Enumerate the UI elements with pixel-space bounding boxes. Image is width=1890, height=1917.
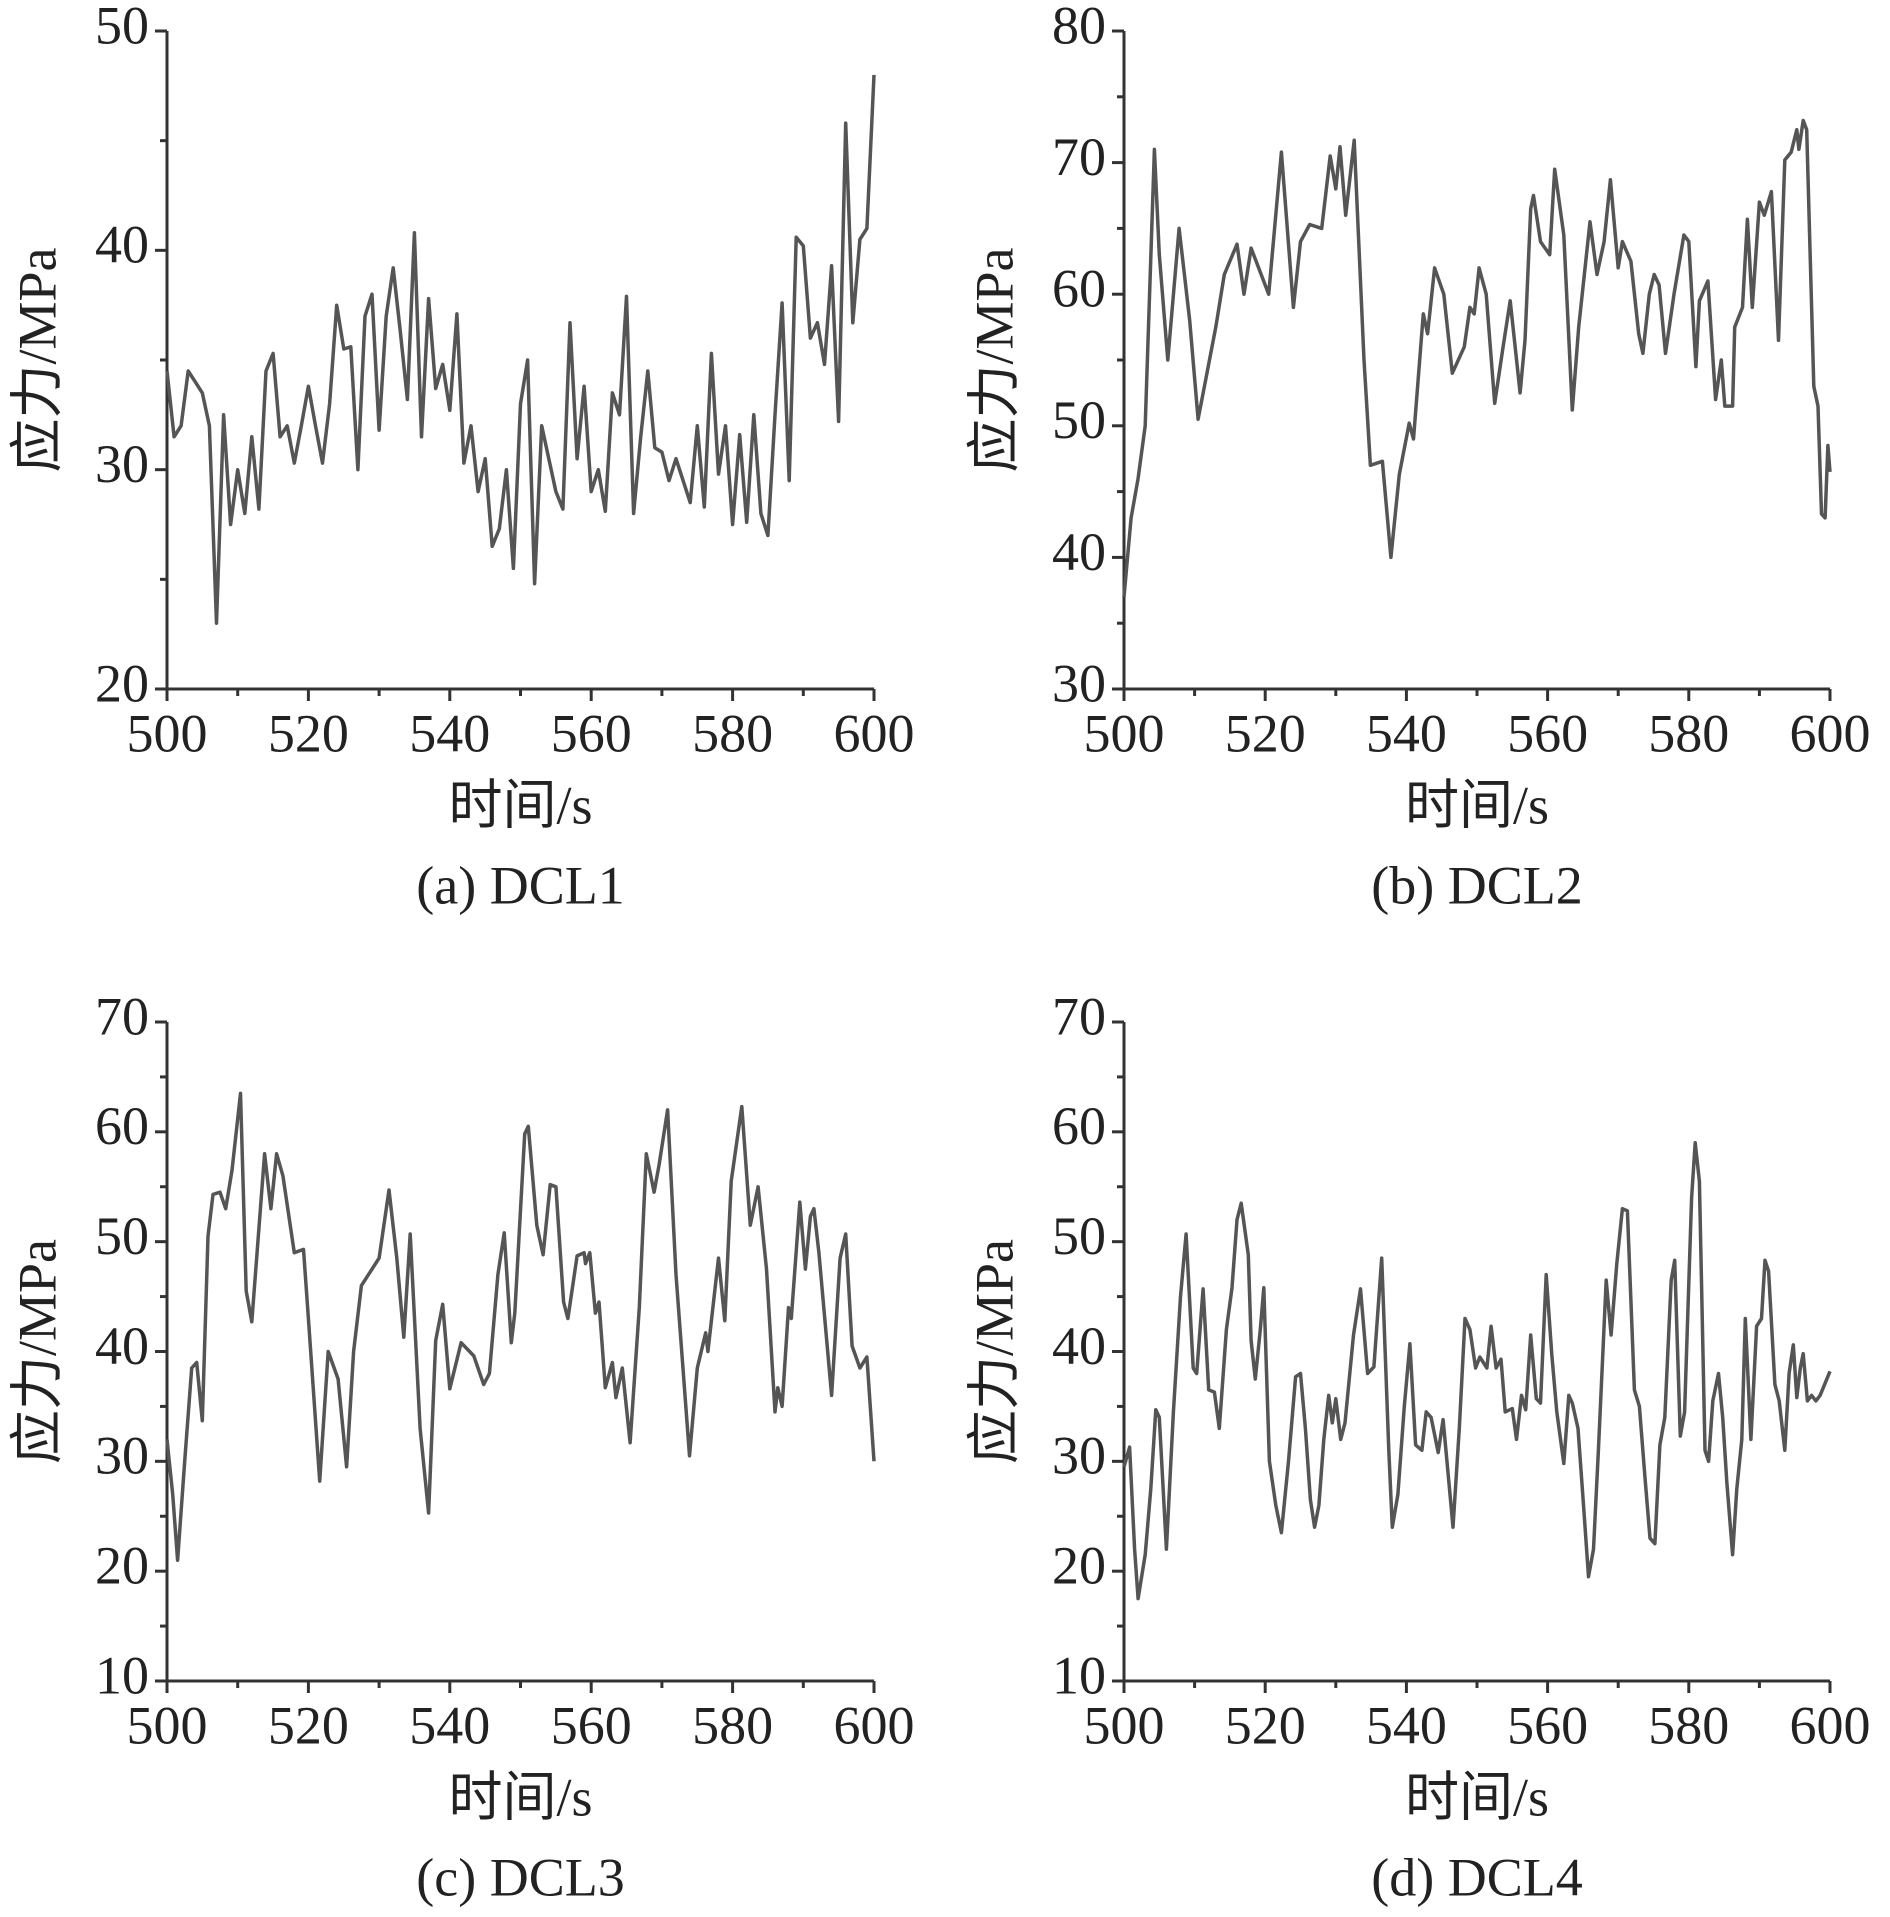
data-line: [1122, 118, 1832, 598]
x-tick-label: 600: [834, 1695, 915, 1755]
x-tick-label: 500: [1084, 703, 1165, 763]
y-tick-label: 30: [1052, 653, 1106, 713]
y-tick-label: 50: [95, 0, 149, 55]
y-tick-label: 40: [1052, 522, 1106, 582]
x-tick-label: 520: [268, 1695, 349, 1755]
data-line: [1122, 1141, 1832, 1601]
y-tick-label: 20: [95, 653, 149, 713]
data-line: [165, 74, 876, 625]
y-axis-title: 应力/MPa: [964, 247, 1024, 472]
x-tick-label: 580: [1648, 1695, 1729, 1755]
chart-caption: (b) DCL2: [1371, 855, 1582, 915]
data-line: [165, 1091, 876, 1562]
y-tick-label: 70: [95, 986, 149, 1046]
y-tick-label: 50: [1052, 390, 1106, 450]
y-tick-label: 10: [1052, 1645, 1106, 1705]
x-tick-label: 500: [127, 703, 208, 763]
x-tick-label: 540: [1366, 703, 1447, 763]
x-tick-label: 600: [834, 703, 915, 763]
y-tick-label: 80: [1052, 0, 1106, 55]
y-tick-label: 50: [95, 1206, 149, 1266]
x-tick-label: 580: [1648, 703, 1729, 763]
x-tick-label: 600: [1790, 703, 1871, 763]
x-tick-label: 520: [1225, 1695, 1306, 1755]
y-tick-label: 70: [1052, 986, 1106, 1046]
x-tick-label: 540: [409, 1695, 490, 1755]
x-tick-label: 520: [1225, 703, 1306, 763]
x-tick-label: 580: [692, 1695, 773, 1755]
x-tick-label: 600: [1790, 1695, 1871, 1755]
y-tick-label: 60: [1052, 1096, 1106, 1156]
y-axis-title: 应力/MPa: [7, 247, 67, 472]
y-tick-label: 60: [95, 1096, 149, 1156]
x-tick-label: 540: [409, 703, 490, 763]
x-tick-label: 500: [127, 1695, 208, 1755]
y-axis-title: 应力/MPa: [7, 1239, 67, 1464]
x-tick-label: 520: [268, 703, 349, 763]
x-tick-label: 560: [1507, 1695, 1588, 1755]
x-tick-label: 540: [1366, 1695, 1447, 1755]
x-axis-title: 时间/s: [448, 1767, 592, 1827]
x-axis-title: 时间/s: [1405, 1767, 1549, 1827]
y-tick-label: 40: [95, 1316, 149, 1376]
x-axis-title: 时间/s: [1405, 775, 1549, 835]
chart-caption: (d) DCL4: [1371, 1847, 1582, 1907]
x-axis-title: 时间/s: [448, 775, 592, 835]
y-tick-label: 40: [95, 215, 149, 275]
x-tick-label: 500: [1084, 1695, 1165, 1755]
y-tick-label: 40: [1052, 1316, 1106, 1376]
y-tick-label: 30: [95, 434, 149, 494]
chart-caption: (a) DCL1: [416, 855, 624, 915]
y-tick-label: 20: [95, 1536, 149, 1596]
x-tick-label: 560: [551, 1695, 632, 1755]
chart-caption: (c) DCL3: [416, 1847, 624, 1907]
x-tick-label: 560: [1507, 703, 1588, 763]
y-tick-label: 30: [1052, 1426, 1106, 1486]
x-tick-label: 580: [692, 703, 773, 763]
y-tick-label: 30: [95, 1426, 149, 1486]
y-tick-label: 10: [95, 1645, 149, 1705]
y-tick-label: 50: [1052, 1206, 1106, 1266]
y-tick-label: 70: [1052, 127, 1106, 187]
y-tick-label: 20: [1052, 1536, 1106, 1596]
x-tick-label: 560: [551, 703, 632, 763]
y-tick-label: 60: [1052, 259, 1106, 319]
y-axis-title: 应力/MPa: [964, 1239, 1024, 1464]
